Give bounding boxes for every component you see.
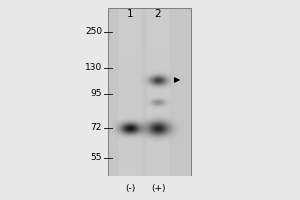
Text: 72: 72 (91, 123, 102, 132)
Text: (-): (-) (125, 184, 135, 192)
Text: 1: 1 (127, 9, 133, 19)
Text: 55: 55 (91, 154, 102, 162)
Text: 2: 2 (155, 9, 161, 19)
Text: 130: 130 (85, 64, 102, 72)
Text: 250: 250 (85, 27, 102, 36)
Text: 95: 95 (91, 90, 102, 98)
Text: (+): (+) (151, 184, 165, 192)
